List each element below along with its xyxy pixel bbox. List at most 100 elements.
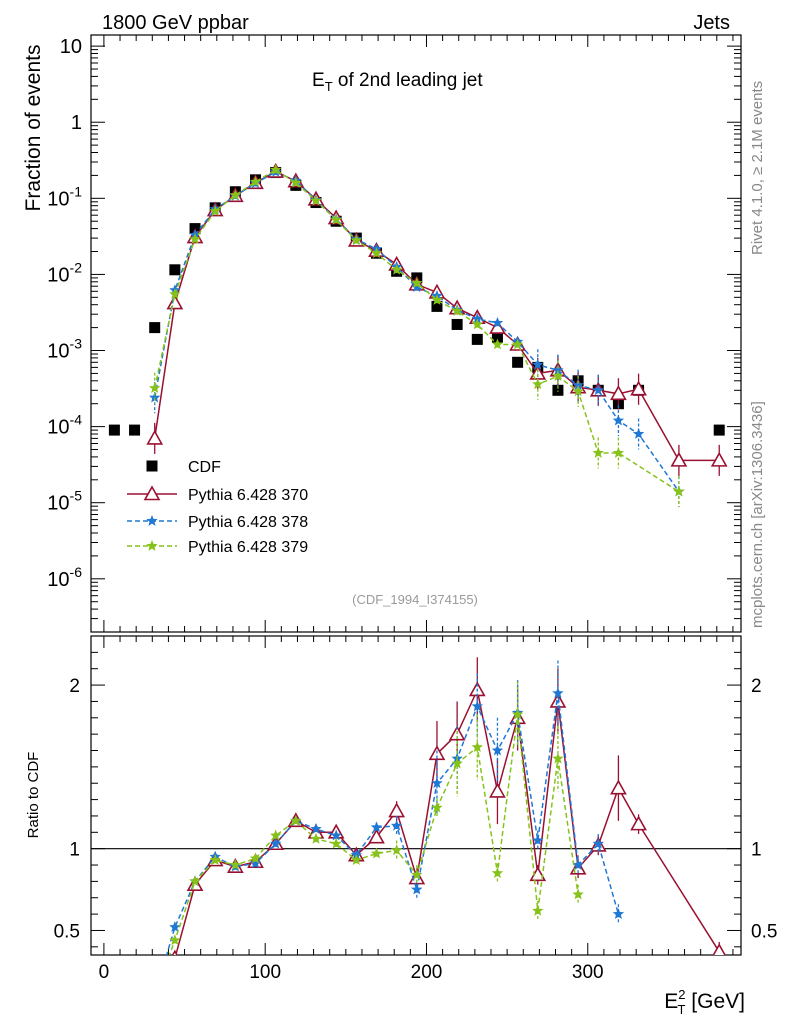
y-tick-label: 10-3 [47, 336, 82, 363]
cdf-point [108, 424, 120, 436]
pythia-6-428-378-point [632, 428, 645, 439]
pythia-6-428-378-ratio-point [532, 834, 544, 846]
ratio-frame [90, 635, 742, 956]
pythia-6-428-379-point [249, 175, 262, 187]
x-tick-label: 100 [249, 962, 281, 983]
pythia-6-428-378-ratio-point [390, 819, 403, 831]
pythia-6-428-370-line [153, 170, 720, 462]
ratio-panel: 0 100 200 300 0.5 0.5 1 1 2 2 [54, 635, 777, 983]
side-label-top: Rivet 4.1.0, ≥ 2.1M events [749, 81, 766, 255]
pythia-6-428-378-legend-label: Pythia 6.428 378 [188, 514, 308, 531]
x-axis-label: E2 T [GeV] [664, 987, 745, 1017]
pythia-6-428-379-point [189, 233, 201, 245]
y-tick-label: 10-6 [47, 564, 82, 591]
pythia-6-428-378-ratio-point [370, 821, 383, 833]
header-left: 1800 GeV ppbar [102, 12, 249, 34]
pythia-6-428-379-point [290, 176, 302, 188]
pythia-6-428-378-ratio-point [270, 837, 282, 849]
pythia-6-428-379-legend-label: Pythia 6.428 379 [188, 539, 308, 556]
pythia-6-428-370-point [670, 451, 688, 467]
pythia-6-428-378-ratio-line [165, 693, 620, 955]
pythia-6-428-370-ratio-point [171, 949, 178, 955]
pythia-6-428-379-point [370, 247, 383, 259]
header-right: Jets [693, 12, 730, 34]
pythia-6-428-370-ratio-point [610, 779, 627, 795]
pythia-6-428-379-ratio-point [390, 844, 403, 856]
pythia-6-428-378-line [153, 171, 680, 493]
x-tick-label: 300 [572, 962, 604, 983]
pythia-6-428-379-point [149, 382, 161, 393]
ratio-y-tick-label-right: 0.5 [751, 921, 777, 942]
pythia-6-428-379-point [330, 213, 342, 225]
pythia-6-428-379-ratio-point [310, 832, 322, 844]
cdf-point [713, 424, 725, 436]
pythia-6-428-378-point [411, 281, 423, 292]
pythia-6-428-379-ratio-point [330, 837, 342, 849]
pythia-6-428-379-ratio-point [451, 757, 463, 769]
y-tick-label: 10 [60, 36, 82, 58]
x-tick-label: 0 [99, 962, 110, 983]
y-tick-label: 1 [71, 112, 82, 134]
pythia-6-428-379-point [511, 338, 524, 350]
pythia-6-428-379-point [209, 205, 221, 216]
y-tick-label: 10-5 [47, 488, 82, 515]
pythia-6-428-378-point [592, 384, 604, 396]
y-tick-label: 10-1 [47, 183, 82, 210]
cdf-point [431, 300, 443, 312]
y-tick-label: 10-4 [47, 412, 82, 439]
pythia-6-428-379-ratio-point [471, 741, 483, 753]
pythia-6-428-370-ratio-point [489, 782, 506, 798]
pythia-6-428-379-ratio-point [249, 852, 262, 864]
ratio-y-tick-label-right: 1 [751, 840, 762, 861]
cdf-point [491, 331, 503, 343]
pythia-6-428-378-ratio-point [310, 823, 322, 834]
pythia-6-428-378-point [491, 317, 504, 328]
pythia-6-428-379-ratio-point [431, 801, 443, 813]
pythia-6-428-379-point [612, 447, 625, 458]
side-label-bottom: mcplots.cern.ch [arXiv:1306.3436] [749, 401, 766, 628]
pythia-6-428-379-ratio-point [370, 847, 383, 859]
pythia-6-428-370-point [610, 385, 627, 401]
pythia-6-428-379-point [552, 370, 564, 381]
pythia-6-428-379-ratio-point [209, 854, 221, 865]
main-panel: 10-6 10-5 10-4 10-3 10-2 10-1 1 10 [47, 34, 742, 955]
pythia-6-428-379-point [491, 338, 504, 350]
main-series-group [108, 162, 728, 508]
pythia-6-428-379-ratio-point [189, 875, 201, 887]
ratio-series-group [165, 657, 726, 955]
pythia-6-428-379-ratio-point [572, 888, 584, 900]
ratio-y-tick-label: 1 [69, 840, 80, 861]
pythia-6-428-379-ratio-line [168, 714, 579, 955]
pythia-6-428-370-ratio-point [630, 815, 647, 831]
pythia-6-428-379-ratio-point [552, 752, 564, 764]
pythia-6-428-370-ratio-point [712, 943, 726, 955]
cdf-legend-marker [146, 460, 158, 472]
pythia-6-428-378-ratio-point [249, 857, 262, 869]
pythia-6-428-370-point [710, 451, 728, 467]
cdf-point [129, 424, 141, 436]
pythia-6-428-378-ratio-point [330, 829, 342, 841]
pythia-6-428-379-legend-marker [146, 540, 158, 551]
pythia-6-428-379-point [471, 318, 483, 330]
pythia-6-428-379-ratio-point [411, 868, 423, 880]
pythia-6-428-378-ratio-point [471, 700, 483, 712]
ratio-y-tick-label: 0.5 [54, 921, 80, 942]
pythia-6-428-378-ratio-point [491, 744, 504, 756]
analysis-id: (CDF_1994_I374155) [352, 592, 478, 607]
pythia-6-428-370-point [630, 380, 647, 396]
cdf-legend-label: CDF [188, 459, 221, 476]
pythia-6-428-378-ratio-point [431, 777, 443, 789]
pythia-6-428-379-point [572, 385, 584, 397]
pythia-6-428-370-point [489, 318, 506, 334]
pythia-6-428-379-point [270, 163, 282, 175]
cdf-point [149, 322, 161, 334]
pythia-6-428-379-point [532, 378, 544, 390]
pythia-6-428-379-ratio-point [532, 904, 544, 916]
pythia-6-428-378-point [471, 312, 483, 324]
pythia-6-428-379-ratio-point [229, 859, 242, 870]
pythia-6-428-378-ratio-point [169, 921, 181, 932]
pythia-6-428-379-point [411, 277, 423, 288]
pythia-6-428-379-ratio-point [270, 829, 282, 841]
pythia-6-428-370-ratio-point [368, 828, 385, 844]
cdf-point [552, 384, 564, 396]
